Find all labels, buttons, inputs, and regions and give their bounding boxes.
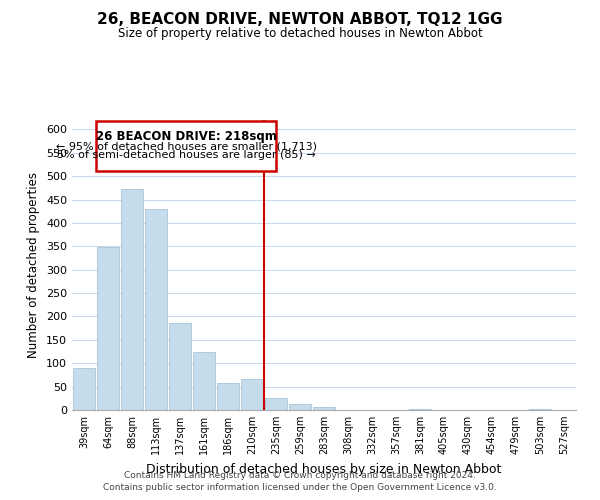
Bar — [97, 247, 119, 410]
Text: 5% of semi-detached houses are larger (85) →: 5% of semi-detached houses are larger (8… — [56, 150, 316, 160]
Bar — [409, 408, 431, 410]
Text: Contains HM Land Registry data © Crown copyright and database right 2024.: Contains HM Land Registry data © Crown c… — [124, 471, 476, 480]
Bar — [217, 384, 239, 410]
Text: 26, BEACON DRIVE, NEWTON ABBOT, TQ12 1GG: 26, BEACON DRIVE, NEWTON ABBOT, TQ12 1GG — [97, 12, 503, 28]
Bar — [313, 406, 335, 410]
Bar — [121, 189, 143, 410]
Text: Contains public sector information licensed under the Open Government Licence v3: Contains public sector information licen… — [103, 484, 497, 492]
FancyBboxPatch shape — [96, 121, 276, 172]
Text: Size of property relative to detached houses in Newton Abbot: Size of property relative to detached ho… — [118, 28, 482, 40]
Y-axis label: Number of detached properties: Number of detached properties — [28, 172, 40, 358]
X-axis label: Distribution of detached houses by size in Newton Abbot: Distribution of detached houses by size … — [146, 462, 502, 475]
Bar — [289, 404, 311, 410]
Bar — [529, 408, 551, 410]
Text: ← 95% of detached houses are smaller (1,713): ← 95% of detached houses are smaller (1,… — [56, 141, 317, 151]
Bar — [169, 324, 191, 410]
Text: 26 BEACON DRIVE: 218sqm: 26 BEACON DRIVE: 218sqm — [95, 130, 277, 143]
Bar — [73, 368, 95, 410]
Bar — [265, 398, 287, 410]
Bar — [241, 378, 263, 410]
Bar — [145, 209, 167, 410]
Bar — [193, 352, 215, 410]
